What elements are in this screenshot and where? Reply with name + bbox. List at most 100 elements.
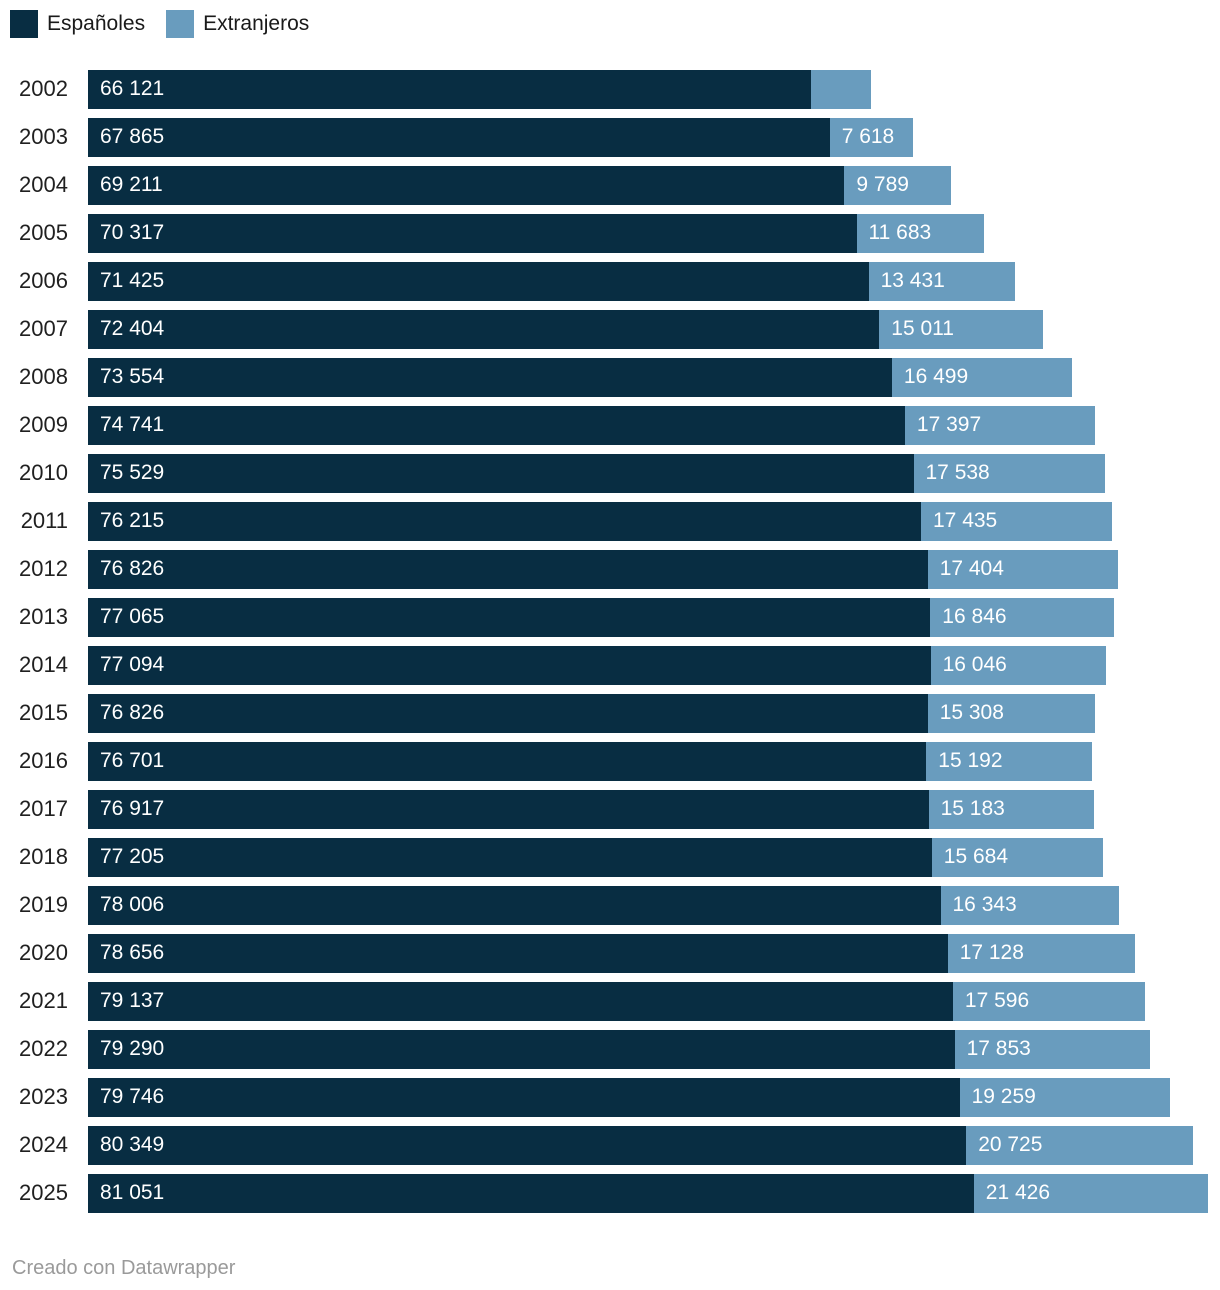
bar-espanoles[interactable]: 79 746: [88, 1077, 960, 1117]
bar-extranjeros[interactable]: 13 431: [868, 261, 1016, 301]
attribution: Creado con Datawrapper: [12, 1257, 236, 1279]
bar-espanoles[interactable]: 78 006: [88, 885, 941, 925]
bar-espanoles[interactable]: 74 741: [88, 405, 905, 445]
bar-value-label: 77 065: [100, 605, 165, 628]
bar-extranjeros[interactable]: 15 684: [931, 837, 1104, 877]
bar-value-label: 17 596: [964, 989, 1030, 1012]
bar-group: 78 006 16 343: [88, 885, 1120, 925]
bar-extranjeros[interactable]: 20 725: [966, 1125, 1193, 1165]
bar-extranjeros[interactable]: 9 789: [844, 165, 952, 205]
bar-espanoles[interactable]: 78 656: [88, 933, 948, 973]
bar-value-label: 70 317: [100, 221, 165, 244]
bar-value-label: 66 121: [100, 77, 165, 100]
bar-espanoles[interactable]: 80 349: [88, 1125, 967, 1165]
bar-group: 76 826 17 404: [88, 549, 1118, 589]
year-label: 2019: [19, 892, 68, 917]
bar-group: 72 404 15 011: [88, 309, 1044, 349]
chart-row: 2009 74 741 17 397: [0, 401, 1220, 449]
bar-group: 66 121: [88, 69, 871, 109]
year-label: 2025: [19, 1180, 68, 1205]
bar-extranjeros[interactable]: 16 046: [930, 645, 1106, 685]
bar-extranjeros[interactable]: 15 308: [927, 693, 1095, 733]
bar-value-label: 79 290: [100, 1037, 165, 1060]
bar-espanoles[interactable]: 76 826: [88, 693, 928, 733]
bar-espanoles[interactable]: 76 215: [88, 501, 921, 541]
bar-extranjeros[interactable]: 17 538: [913, 453, 1106, 493]
bar-espanoles[interactable]: 76 701: [88, 741, 927, 781]
bar-extranjeros[interactable]: 16 846: [930, 597, 1115, 637]
espanoles-swatch-icon: [10, 10, 38, 38]
bar-extranjeros[interactable]: 15 192: [926, 741, 1093, 781]
bar-group: 69 211 9 789: [88, 165, 952, 205]
bar-extranjeros[interactable]: 17 397: [904, 405, 1095, 445]
bar-espanoles[interactable]: 79 290: [88, 1029, 955, 1069]
bar-value-label: 17 128: [959, 941, 1024, 964]
bar-espanoles[interactable]: 77 065: [88, 597, 931, 637]
bar-group: 81 051 21 426: [88, 1173, 1208, 1213]
bar-espanoles[interactable]: 72 404: [88, 309, 880, 349]
bar-extranjeros[interactable]: 17 128: [947, 933, 1135, 973]
bar-espanoles[interactable]: 76 826: [88, 549, 928, 589]
bar-value-label: 17 404: [939, 557, 1004, 580]
bar-extranjeros[interactable]: 17 853: [954, 1029, 1150, 1069]
bar-extranjeros[interactable]: [810, 69, 871, 109]
bar-value-label: 17 397: [916, 413, 982, 436]
bar-value-label: 71 425: [100, 269, 165, 292]
bar-value-label: 16 499: [903, 365, 969, 388]
stacked-bar-chart: 2002 66 121 2003 67 865 7 618 2004 69 211 9 789…: [0, 65, 1220, 1217]
bar-extranjeros[interactable]: 21 426: [973, 1173, 1208, 1213]
bar-extranjeros[interactable]: 7 618: [829, 117, 913, 157]
bar-espanoles[interactable]: 79 137: [88, 981, 953, 1021]
bar-value-label: 69 211: [100, 173, 163, 196]
bar-value-label: 15 011: [891, 317, 954, 340]
bar-group: 77 205 15 684: [88, 837, 1104, 877]
legend-item-espanoles: Españoles: [10, 10, 145, 38]
bar-value-label: 76 215: [100, 509, 165, 532]
year-label: 2020: [19, 940, 68, 965]
bar-espanoles[interactable]: 70 317: [88, 213, 857, 253]
bar-espanoles[interactable]: 67 865: [88, 117, 830, 157]
chart-row: 2011 76 215 17 435: [0, 497, 1220, 545]
year-label: 2021: [19, 988, 68, 1013]
bar-group: 75 529 17 538: [88, 453, 1106, 493]
year-label: 2006: [19, 268, 68, 293]
bar-group: 76 917 15 183: [88, 789, 1095, 829]
year-label: 2003: [19, 124, 68, 149]
bar-espanoles[interactable]: 76 917: [88, 789, 929, 829]
bar-extranjeros[interactable]: 16 499: [891, 357, 1073, 397]
bar-espanoles[interactable]: 77 205: [88, 837, 932, 877]
year-label: 2017: [19, 796, 68, 821]
bar-value-label: 17 435: [933, 509, 998, 532]
extranjeros-swatch-icon: [166, 10, 195, 38]
bar-value-label: 77 094: [100, 653, 165, 676]
bar-value-label: 20 725: [978, 1133, 1043, 1156]
bar-extranjeros[interactable]: 17 404: [927, 549, 1118, 589]
bar-value-label: 79 746: [100, 1085, 165, 1108]
bar-espanoles[interactable]: 75 529: [88, 453, 914, 493]
bar-value-label: 74 741: [100, 413, 165, 436]
bar-value-label: 17 853: [966, 1037, 1031, 1060]
bar-extranjeros[interactable]: 19 259: [959, 1077, 1171, 1117]
bar-espanoles[interactable]: 73 554: [88, 357, 892, 397]
bar-espanoles[interactable]: 66 121: [88, 69, 811, 109]
bar-espanoles[interactable]: 69 211: [88, 165, 845, 205]
chart-row: 2017 76 917 15 183: [0, 785, 1220, 833]
year-label: 2023: [19, 1084, 68, 1109]
bar-extranjeros[interactable]: 15 183: [928, 789, 1095, 829]
bar-value-label: 76 826: [100, 701, 165, 724]
bar-extranjeros[interactable]: 17 435: [921, 501, 1112, 541]
bar-extranjeros[interactable]: 15 011: [879, 309, 1044, 349]
bar-extranjeros[interactable]: 11 683: [856, 213, 985, 253]
bar-espanoles[interactable]: 81 051: [88, 1173, 974, 1213]
bar-extranjeros[interactable]: 16 343: [940, 885, 1120, 925]
bar-value-label: 76 826: [100, 557, 165, 580]
bar-value-label: 15 192: [938, 749, 1003, 772]
bar-value-label: 78 006: [100, 893, 165, 916]
year-label: 2014: [19, 652, 68, 677]
bar-group: 77 065 16 846: [88, 597, 1115, 637]
bar-extranjeros[interactable]: 17 596: [952, 981, 1146, 1021]
bar-espanoles[interactable]: 77 094: [88, 645, 931, 685]
bar-espanoles[interactable]: 71 425: [88, 261, 869, 301]
legend-label-espanoles: Españoles: [47, 12, 146, 35]
bar-value-label: 76 917: [100, 797, 165, 820]
